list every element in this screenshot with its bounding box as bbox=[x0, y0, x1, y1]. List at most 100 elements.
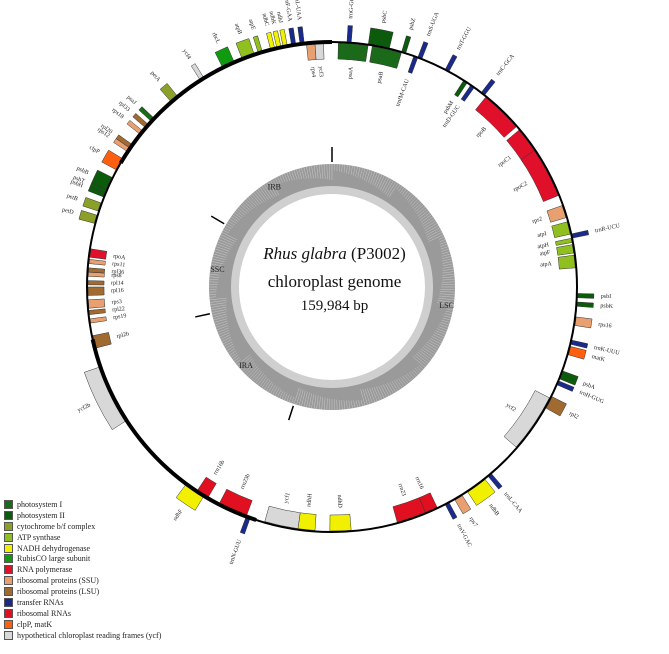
region-tick-ira bbox=[287, 405, 295, 421]
gene-label: psbC bbox=[381, 10, 389, 23]
gene-label: atpE bbox=[247, 18, 256, 31]
gene-label: psbB bbox=[76, 166, 90, 177]
gene-ndhD bbox=[329, 514, 352, 532]
gene-psaA bbox=[337, 42, 369, 62]
legend-item: ribosomal proteins (LSU) bbox=[4, 586, 244, 597]
gene-label: rps19 bbox=[113, 313, 127, 321]
legend-label: photosystem II bbox=[17, 510, 65, 520]
gene-label: rbcL bbox=[210, 32, 220, 45]
gene-ndhB bbox=[467, 479, 496, 506]
legend-label: cytochrome b/f complex bbox=[17, 521, 96, 531]
gene-trnL-UAA bbox=[297, 26, 305, 44]
legend-item: RubisCO large subunit bbox=[4, 553, 244, 564]
legend-label: clpP, matK bbox=[17, 619, 53, 629]
gene-label: trnR-UCU bbox=[595, 223, 622, 234]
gene-label: rpoC1 bbox=[497, 155, 513, 169]
gene-label: rps11 bbox=[112, 261, 126, 268]
legend-item: RNA polymerase bbox=[4, 564, 244, 575]
gene-trnK-UUU bbox=[570, 339, 589, 349]
gene-label: matK bbox=[591, 354, 606, 363]
gene-atpA bbox=[557, 254, 576, 270]
gene-petB bbox=[82, 197, 102, 212]
gene-petD bbox=[78, 210, 98, 224]
gene-label: psaJ bbox=[125, 95, 137, 107]
gene-label: ndhJ bbox=[275, 11, 283, 24]
gene-label: psbI bbox=[601, 294, 612, 300]
gene-rps11 bbox=[88, 259, 106, 266]
gene-label: petB bbox=[66, 193, 79, 202]
gene-label: trnfM-CAU bbox=[394, 77, 411, 107]
legend-swatch bbox=[4, 565, 13, 575]
gene-label: rpl36 bbox=[111, 269, 124, 276]
gene-label: trnG-GCC bbox=[348, 0, 356, 19]
gene-label: atpB bbox=[233, 23, 243, 36]
gene-label: atpA bbox=[540, 261, 553, 268]
gene-psbM bbox=[454, 80, 468, 98]
legend-label: NADH dehydrogenase bbox=[17, 543, 91, 553]
gene-label: ndhC bbox=[260, 13, 269, 27]
inverted-repeat-irb bbox=[118, 40, 332, 165]
gene-label: ndhB bbox=[487, 503, 500, 517]
gene-label: rpl22 bbox=[112, 306, 125, 313]
region-label-ira: IRA bbox=[239, 361, 253, 370]
gene-label: ycf1 bbox=[283, 492, 292, 504]
gene-rpl22 bbox=[88, 308, 106, 315]
gene-ycf2 bbox=[503, 390, 550, 448]
region-boundaries: LSC IRA SSC IRB bbox=[195, 147, 454, 421]
region-label-irb: IRB bbox=[268, 182, 281, 191]
gene-trnR-UCU bbox=[571, 229, 590, 239]
legend-label: transfer RNAs bbox=[17, 597, 64, 607]
gene-ndhJ bbox=[279, 29, 288, 47]
gene-rps3 bbox=[88, 298, 106, 309]
gene-label: ndhH bbox=[306, 493, 313, 508]
legend-item: photosystem I bbox=[4, 499, 244, 510]
gene-label: trnS-UGA bbox=[426, 11, 441, 37]
legend-label: RubisCO large subunit bbox=[17, 554, 91, 564]
legend-swatch bbox=[4, 554, 13, 564]
gene-rpoA bbox=[89, 248, 108, 260]
legend-label: ribosomal proteins (LSU) bbox=[17, 587, 100, 597]
gene-label: trnC-GCA bbox=[496, 53, 517, 77]
gene-label: trnF-GAA bbox=[283, 0, 293, 22]
legend-label: ATP synthase bbox=[17, 532, 61, 542]
gene-label: rpl2b bbox=[116, 331, 130, 340]
gene-label: ndhK bbox=[268, 11, 277, 26]
gene-label: rrn16 bbox=[414, 476, 425, 490]
legend-swatch bbox=[4, 543, 13, 553]
gc-content-ring bbox=[209, 164, 455, 410]
gene-label: psbZ bbox=[408, 17, 417, 31]
region-tick-ssc bbox=[195, 313, 211, 318]
gene-label: psbH bbox=[70, 179, 85, 190]
gene-rps19 bbox=[89, 316, 107, 324]
gene-trnfM-CAU bbox=[407, 56, 418, 74]
gene-label: rpl2 bbox=[568, 411, 579, 421]
gene-psbZ bbox=[401, 35, 412, 53]
species-name: Rhus glabra bbox=[263, 244, 347, 263]
gene-label: rpoB bbox=[475, 126, 488, 139]
gene-label: psaA bbox=[348, 66, 355, 79]
legend-swatch bbox=[4, 510, 13, 520]
gene-ndhC bbox=[266, 31, 275, 50]
gene-label: rpl16 bbox=[111, 288, 124, 294]
gene-label: rps4 bbox=[309, 67, 316, 78]
gene-label: clpP bbox=[88, 145, 101, 156]
gene-trnD-GUC bbox=[460, 85, 475, 102]
gene-label: ycf2b bbox=[76, 402, 91, 414]
gene-label: atpH bbox=[537, 242, 550, 250]
gene-ndhH bbox=[297, 512, 317, 531]
gene-label: atpF bbox=[539, 250, 551, 258]
gene-track: psaA psaB trnfM-CAU psbC psbZ trnS-UGA trnG-GC… bbox=[61, 0, 621, 565]
gene-atpH bbox=[555, 238, 573, 246]
gene-label: rpoC2 bbox=[513, 181, 529, 193]
legend-item: ribosomal proteins (SSU) bbox=[4, 575, 244, 586]
gene-matK bbox=[568, 346, 587, 360]
genome-subtitle: chloroplast genome bbox=[267, 272, 402, 291]
gene-trnG-GCC bbox=[346, 25, 353, 43]
legend-item: ribosomal RNAs bbox=[4, 608, 244, 619]
gene-label: ycf4 bbox=[181, 48, 193, 61]
gene-ycf4 bbox=[190, 63, 204, 80]
legend-item: NADH dehydrogenase bbox=[4, 543, 244, 554]
gene-label: trnV-GAC bbox=[455, 523, 472, 548]
